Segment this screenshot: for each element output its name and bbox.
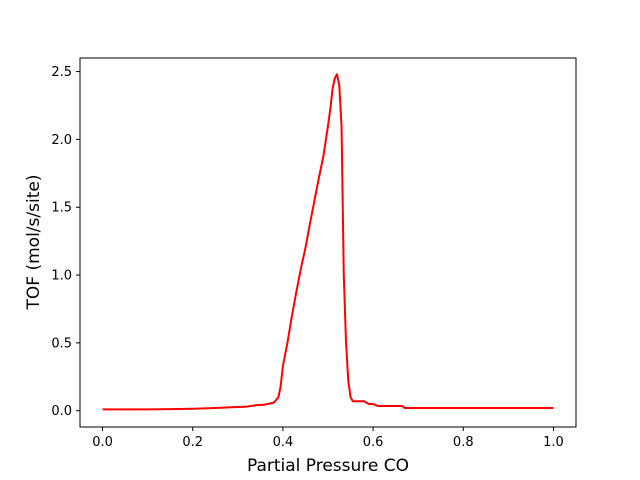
y-tick-label: 1.0 bbox=[51, 269, 72, 284]
x-tick-label: 1.0 bbox=[543, 435, 564, 450]
x-tick-label: 0.8 bbox=[453, 435, 474, 450]
tof-series-line bbox=[102, 73, 554, 411]
y-axis-ticks: 0.0 0.5 1.0 1.5 2.0 2.5 bbox=[51, 65, 80, 419]
y-tick-label: 0.0 bbox=[51, 404, 72, 419]
plot-area-frame bbox=[79, 57, 577, 428]
series-layer bbox=[102, 73, 554, 411]
y-tick-label: 0.5 bbox=[51, 336, 72, 351]
y-tick-label: 2.0 bbox=[51, 133, 72, 148]
x-axis-label: Partial Pressure CO bbox=[247, 456, 409, 476]
x-tick-label: 0.4 bbox=[273, 435, 294, 450]
x-axis-ticks: 0.0 0.2 0.4 0.6 0.8 1.0 bbox=[92, 427, 564, 450]
y-axis-label: TOF (mol/s/site) bbox=[24, 175, 44, 311]
x-tick-label: 0.6 bbox=[363, 435, 384, 450]
x-tick-label: 0.2 bbox=[182, 435, 203, 450]
y-tick-label: 1.5 bbox=[51, 201, 72, 216]
y-tick-label: 2.5 bbox=[51, 65, 72, 80]
x-tick-label: 0.0 bbox=[92, 435, 113, 450]
